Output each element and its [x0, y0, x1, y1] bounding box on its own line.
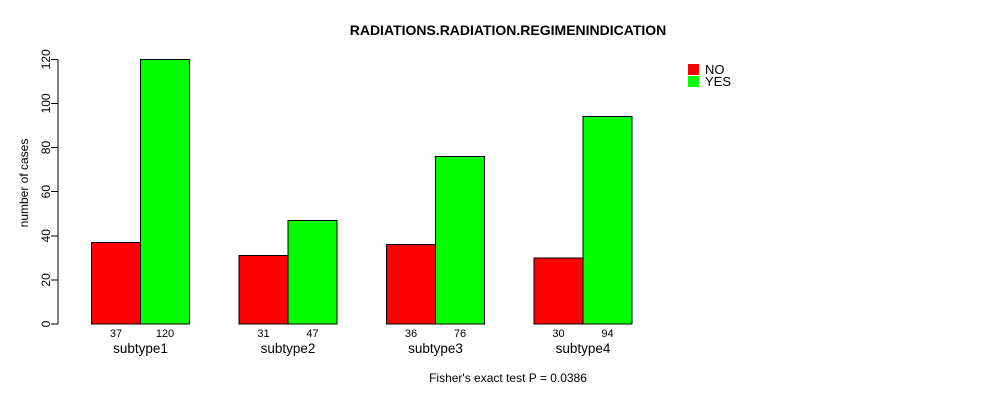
bar-yes-subtype3	[435, 155, 485, 325]
bar-value-label: 120	[156, 328, 174, 340]
y-tick-label: 120	[39, 49, 53, 69]
bar-yes-subtype1	[140, 58, 190, 325]
bar-value-label: 76	[454, 328, 466, 340]
bar-no-subtype1	[91, 241, 141, 325]
bar-no-subtype4	[533, 257, 584, 325]
footer-note: Fisher's exact test P = 0.0386	[429, 371, 587, 385]
y-tick-label: 80	[39, 141, 53, 155]
legend-label-yes: YES	[705, 74, 732, 89]
bar-value-label: 31	[257, 328, 269, 340]
bar-no-subtype3	[386, 244, 436, 325]
bar-yes-subtype2	[287, 219, 338, 325]
bar-value-label: 30	[552, 328, 564, 340]
legend-swatch-no	[688, 64, 699, 75]
category-label-subtype2: subtype2	[261, 341, 316, 356]
category-label-subtype1: subtype1	[113, 341, 168, 356]
category-label-subtype4: subtype4	[556, 341, 611, 356]
legend-swatch-yes	[688, 76, 699, 87]
legend-item-no: NO	[688, 62, 731, 77]
bar-value-label: 47	[306, 328, 318, 340]
legend-item-yes: YES	[688, 74, 732, 89]
bar-value-label: 94	[601, 328, 613, 340]
category-label-subtype3: subtype3	[408, 341, 463, 356]
y-tick-label: 60	[39, 185, 53, 199]
legend: NO YES	[688, 62, 732, 89]
chart-title: RADIATIONS.RADIATION.REGIMENINDICATION	[349, 22, 667, 38]
y-tick-label: 40	[39, 229, 53, 243]
y-tick-label: 0	[39, 320, 53, 327]
bar-value-label: 36	[405, 328, 417, 340]
legend-label-no: NO	[705, 62, 725, 77]
y-tick-label: 100	[39, 93, 53, 113]
y-tick-label: 20	[39, 273, 53, 287]
bar-value-label: 37	[110, 328, 122, 340]
bar-no-subtype2	[238, 255, 289, 325]
bar-yes-subtype4	[582, 116, 633, 325]
